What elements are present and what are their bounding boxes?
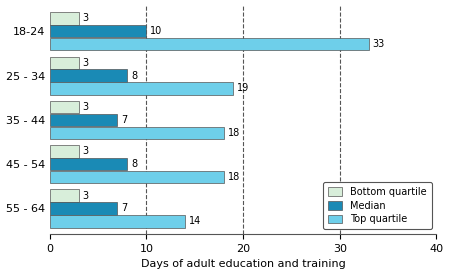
Bar xyxy=(50,69,127,82)
Bar xyxy=(50,215,185,227)
Text: 7: 7 xyxy=(121,115,128,125)
Text: 19: 19 xyxy=(237,83,250,94)
Bar xyxy=(50,56,79,69)
Bar xyxy=(50,101,79,113)
Text: 18: 18 xyxy=(228,128,240,138)
Text: 8: 8 xyxy=(131,159,137,169)
Bar xyxy=(50,171,224,183)
Bar xyxy=(50,25,146,37)
Bar xyxy=(50,126,224,139)
Text: 33: 33 xyxy=(373,39,385,49)
Bar xyxy=(50,158,127,170)
Bar xyxy=(50,202,117,215)
Text: 3: 3 xyxy=(83,146,88,156)
Text: 7: 7 xyxy=(121,204,128,213)
Bar xyxy=(50,145,79,158)
Text: 3: 3 xyxy=(83,13,88,23)
Bar xyxy=(50,114,117,126)
Text: 3: 3 xyxy=(83,58,88,68)
Text: 18: 18 xyxy=(228,172,240,182)
Bar xyxy=(50,12,79,24)
Bar xyxy=(50,82,233,95)
Text: 3: 3 xyxy=(83,102,88,112)
Text: 14: 14 xyxy=(189,216,201,226)
Text: 8: 8 xyxy=(131,71,137,81)
Bar xyxy=(50,38,369,50)
Legend: Bottom quartile, Median, Top quartile: Bottom quartile, Median, Top quartile xyxy=(323,182,431,229)
Bar xyxy=(50,189,79,202)
Text: 3: 3 xyxy=(83,191,88,201)
Text: 10: 10 xyxy=(150,26,163,36)
X-axis label: Days of adult education and training: Days of adult education and training xyxy=(141,259,345,270)
